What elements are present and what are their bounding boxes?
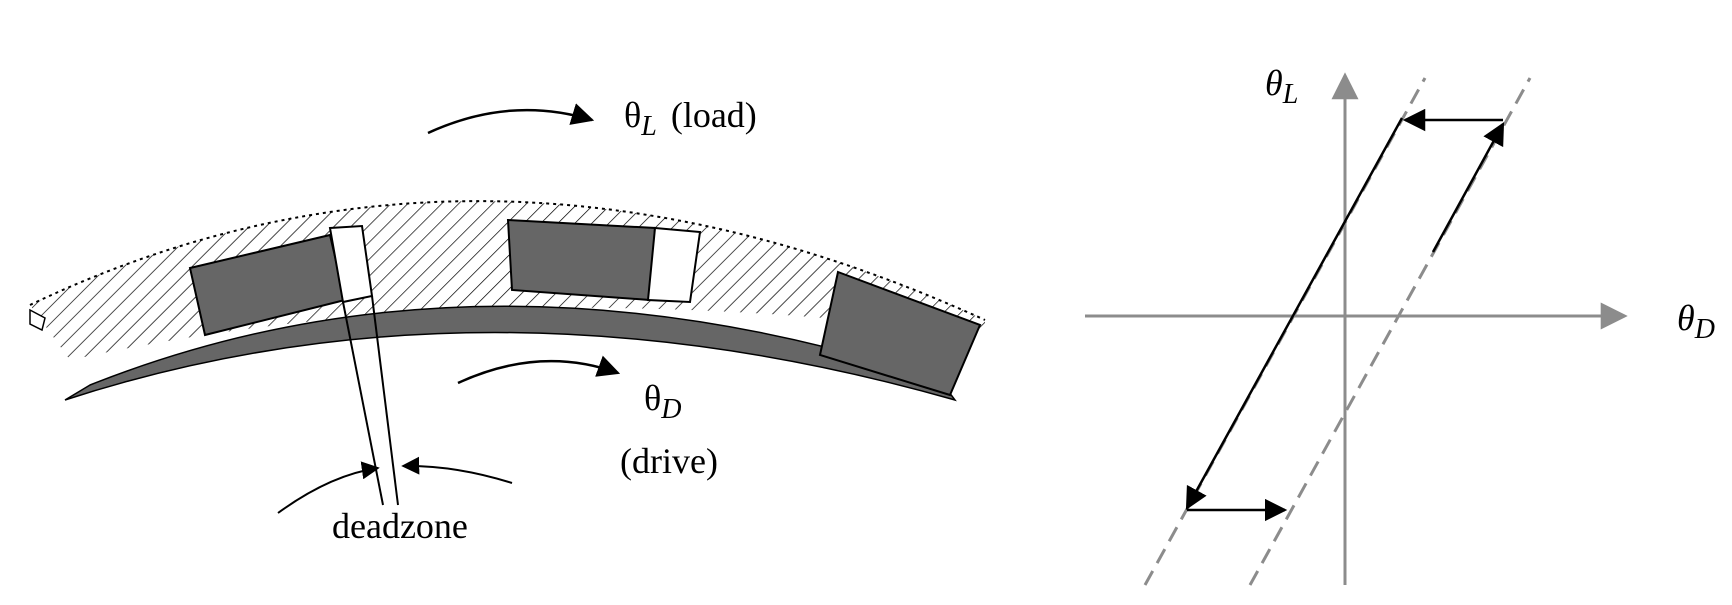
- drive-symbol-label: θD: [644, 378, 681, 425]
- descending-path: [1185, 117, 1404, 510]
- deadzone-arc-left: [277, 461, 380, 514]
- load-ring-hatched: [30, 201, 985, 360]
- left-edge-notch: [29, 308, 46, 332]
- gear-diagram: θL (load) θD (drive) deadzone: [29, 95, 986, 546]
- drive-rotation-arrow: [457, 355, 621, 385]
- deadzone-arc-right: [401, 456, 513, 484]
- load-rotation-arrow: [427, 103, 595, 135]
- deadzone-label: deadzone: [332, 506, 468, 546]
- drive-tooth-2: [506, 218, 657, 302]
- ascending-path: [1431, 122, 1505, 253]
- x-axis-label: θD: [1677, 298, 1715, 345]
- load-label: θL (load): [624, 95, 757, 142]
- drive-text-label: (drive): [620, 441, 718, 481]
- hysteresis-plot: θL θD: [1085, 63, 1715, 586]
- drive-tooth-3: [818, 270, 982, 397]
- y-axis-label: θL: [1265, 63, 1298, 110]
- right-boundary-dashed: [1248, 77, 1532, 586]
- load-ring-outer-edge: [29, 200, 986, 321]
- deadzone-line-right: [371, 295, 399, 506]
- deadzone-slot-2: [646, 226, 702, 304]
